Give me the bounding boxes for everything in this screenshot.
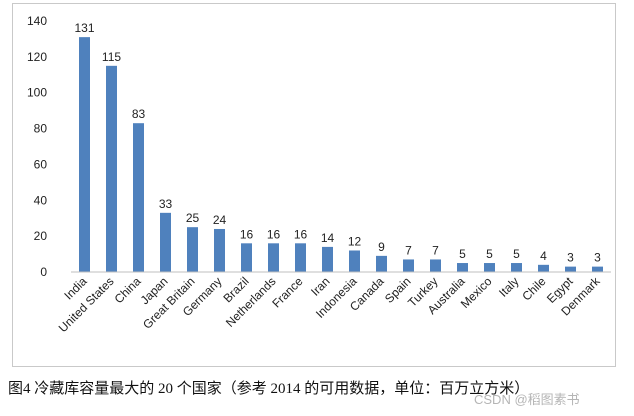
- bar: [349, 250, 360, 272]
- y-tick-label: 0: [40, 265, 47, 279]
- data-label: 16: [240, 227, 254, 241]
- data-label: 3: [567, 251, 574, 265]
- data-label: 7: [405, 243, 412, 257]
- bar: [376, 255, 387, 272]
- data-label: 9: [378, 240, 385, 254]
- y-tick-label: 60: [34, 157, 48, 171]
- bar: [592, 266, 603, 272]
- bar: [484, 263, 495, 272]
- x-tick-label: France: [269, 274, 306, 311]
- watermark: CSDN @稻图素书: [474, 392, 580, 407]
- bar: [268, 243, 279, 272]
- data-label: 25: [186, 211, 200, 225]
- data-label: 4: [540, 249, 547, 263]
- x-tick-label: China: [112, 274, 144, 306]
- data-label: 24: [213, 213, 227, 227]
- data-label: 3: [594, 251, 601, 265]
- data-label: 7: [432, 243, 439, 257]
- bar: [106, 65, 117, 272]
- data-label: 14: [321, 231, 335, 245]
- bar: [187, 227, 198, 272]
- data-label: 5: [513, 247, 520, 261]
- bar: [457, 263, 468, 272]
- chart-frame: 0 20 40 60 80 100 120 140 131 115 83 33 25 24 16 16 16 1…: [12, 3, 616, 367]
- y-tick-label: 20: [34, 229, 48, 243]
- data-label: 33: [159, 197, 173, 211]
- data-label: 16: [294, 227, 308, 241]
- data-label: 16: [267, 227, 281, 241]
- data-label: 131: [74, 21, 94, 35]
- bar: [538, 264, 549, 272]
- x-tick-label: Chile: [519, 274, 548, 303]
- bar: [160, 212, 171, 272]
- y-axis: 0 20 40 60 80 100 120 140: [27, 14, 47, 279]
- data-label: 5: [486, 247, 493, 261]
- y-tick-label: 120: [27, 50, 47, 64]
- x-tick-label: Mexico: [458, 274, 495, 311]
- x-tick-label: Italy: [496, 274, 521, 299]
- data-label: 83: [132, 107, 146, 121]
- y-tick-label: 80: [34, 122, 48, 136]
- bar: [322, 246, 333, 272]
- y-tick-label: 100: [27, 86, 47, 100]
- bar: [403, 259, 414, 272]
- bar: [565, 266, 576, 272]
- bar: [79, 37, 90, 273]
- bar: [295, 243, 306, 272]
- y-tick-label: 40: [34, 193, 48, 207]
- bar: [511, 263, 522, 272]
- data-label: 5: [459, 247, 466, 261]
- bar: [430, 259, 441, 272]
- bar: [133, 123, 144, 272]
- figure-caption: 图4 冷藏库容量最大的 20 个国家（参考 2014 的可用数据，单位：百万立方…: [8, 381, 530, 397]
- bar: [241, 243, 252, 272]
- y-tick-label: 140: [27, 14, 47, 28]
- data-label: 115: [102, 50, 121, 64]
- data-label: 12: [348, 234, 362, 248]
- bar: [214, 228, 225, 272]
